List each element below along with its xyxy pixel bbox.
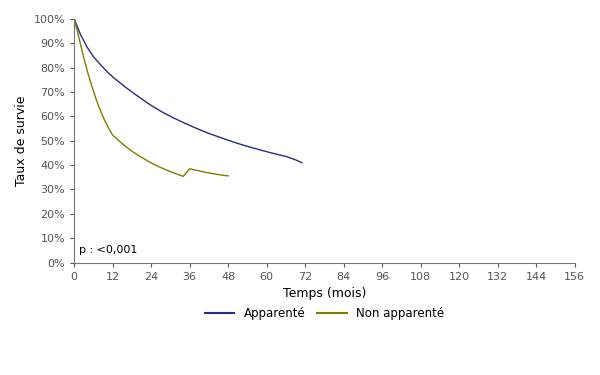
Apparenté	[214, 134, 221, 138]
Apparenté	[187, 123, 194, 128]
Legend: Apparenté, Non apparenté: Apparenté, Non apparenté	[200, 302, 449, 325]
Non apparenté	[71, 17, 78, 21]
Non apparenté	[127, 148, 134, 152]
Non apparenté	[133, 152, 140, 156]
Apparenté	[259, 148, 266, 153]
Apparenté	[298, 160, 305, 165]
Apparenté	[230, 140, 238, 144]
Apparenté	[71, 17, 78, 21]
Apparenté	[175, 118, 182, 123]
X-axis label: Temps (mois): Temps (mois)	[283, 287, 366, 300]
Line: Non apparenté: Non apparenté	[74, 19, 228, 176]
Apparenté	[109, 75, 116, 79]
Non apparenté	[107, 129, 114, 134]
Non apparenté	[186, 166, 193, 171]
Line: Apparenté: Apparenté	[74, 19, 302, 163]
Text: p : <0,001: p : <0,001	[79, 245, 137, 255]
Non apparenté	[166, 169, 173, 174]
Non apparenté	[187, 167, 194, 171]
Non apparenté	[179, 174, 187, 178]
Y-axis label: Taux de survie: Taux de survie	[15, 96, 28, 186]
Non apparenté	[224, 174, 232, 178]
